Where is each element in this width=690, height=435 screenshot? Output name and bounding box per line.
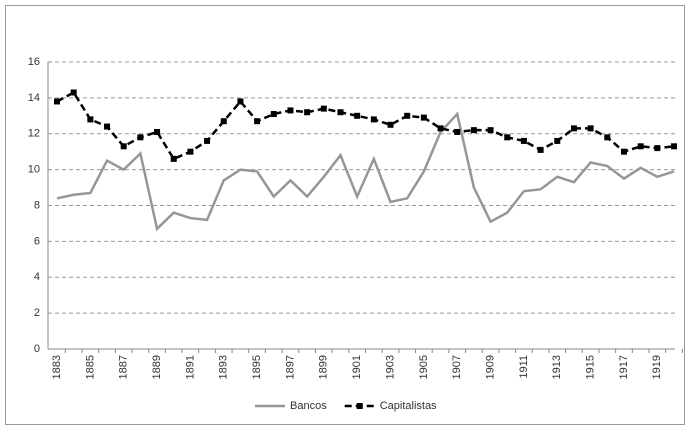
x-tick-label: 1887 xyxy=(118,355,130,379)
y-tick-label: 16 xyxy=(28,56,40,68)
legend-label: Capitalistas xyxy=(380,400,437,412)
series-marker xyxy=(354,112,361,119)
x-tick-label: 1891 xyxy=(184,355,196,379)
x-tick-label: 1915 xyxy=(585,355,597,379)
x-tick-label: 1899 xyxy=(318,355,330,379)
x-tick-label: 1893 xyxy=(218,355,230,379)
x-tick-label: 1909 xyxy=(484,355,496,379)
series-marker xyxy=(437,125,444,132)
x-tick-label: 1895 xyxy=(251,355,263,379)
series-marker xyxy=(420,114,427,121)
series-marker xyxy=(620,148,627,155)
series-marker xyxy=(487,127,494,134)
x-tick-label: 1901 xyxy=(351,355,363,379)
series-marker xyxy=(220,118,227,125)
series-marker xyxy=(470,127,477,134)
series-marker xyxy=(304,109,311,116)
series-marker xyxy=(137,134,144,141)
series-marker xyxy=(187,148,194,155)
series-marker xyxy=(587,125,594,132)
chart-border xyxy=(5,5,685,425)
series-marker xyxy=(370,116,377,123)
series-line xyxy=(56,111,675,232)
series-marker xyxy=(570,125,577,132)
series-marker xyxy=(54,98,60,105)
series-marker xyxy=(504,134,511,141)
x-tick-label: 1905 xyxy=(418,355,430,379)
x-tick-label: 1883 xyxy=(51,355,63,379)
series-marker xyxy=(287,107,294,114)
y-tick-label: 4 xyxy=(34,271,40,283)
series-marker xyxy=(520,137,527,144)
x-tick-label: 1897 xyxy=(284,355,296,379)
series-marker xyxy=(454,128,461,135)
y-tick-label: 14 xyxy=(28,92,40,104)
series-marker xyxy=(154,128,161,135)
x-tick-label: 1889 xyxy=(151,355,163,379)
series-marker xyxy=(270,111,277,118)
x-tick-label: 1903 xyxy=(384,355,396,379)
series-marker xyxy=(204,137,211,144)
legend-label: Bancos xyxy=(290,400,327,412)
series-marker xyxy=(554,137,561,144)
y-tick-label: 2 xyxy=(34,307,40,319)
y-tick-label: 12 xyxy=(28,128,40,140)
y-tick-label: 8 xyxy=(34,199,40,211)
series-marker xyxy=(237,98,244,105)
series-marker xyxy=(254,118,261,125)
series-marker xyxy=(654,145,661,152)
series-marker xyxy=(604,134,611,141)
series-line xyxy=(56,90,675,161)
series-marker xyxy=(320,105,327,112)
series-marker xyxy=(637,143,644,150)
series-marker xyxy=(87,116,94,123)
y-tick-label: 6 xyxy=(34,235,40,247)
series-marker xyxy=(671,143,677,150)
series-marker xyxy=(104,123,111,130)
series-marker xyxy=(70,89,77,96)
x-tick-label: 1885 xyxy=(84,355,96,379)
x-tick-label: 1913 xyxy=(551,355,563,379)
legend-marker xyxy=(356,403,363,409)
series-marker xyxy=(120,143,127,150)
series-marker xyxy=(337,109,344,116)
x-tick-label: 1907 xyxy=(451,355,463,379)
series-marker xyxy=(537,146,544,153)
x-tick-label: 1911 xyxy=(518,355,530,379)
series-marker xyxy=(387,121,394,128)
y-tick-label: 10 xyxy=(28,164,40,176)
y-tick-label: 0 xyxy=(34,343,40,355)
x-tick-label: 1919 xyxy=(651,355,663,379)
series-marker xyxy=(170,155,177,162)
series-marker xyxy=(404,112,411,119)
x-tick-label: 1917 xyxy=(618,355,630,379)
